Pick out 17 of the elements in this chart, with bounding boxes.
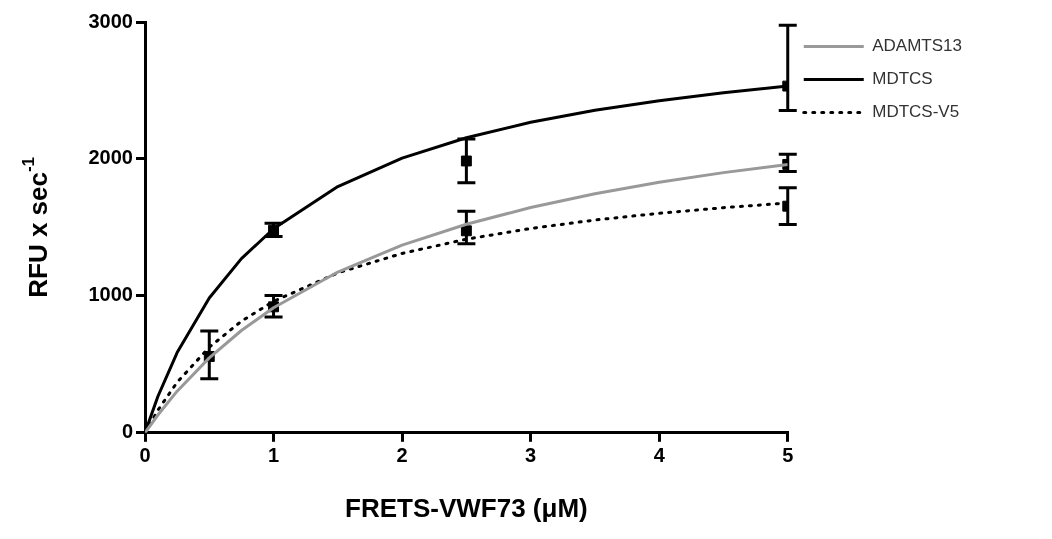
x-axis-title: FRETS-VWF73 (μM) (345, 492, 588, 523)
x-tick-label: 3 (525, 444, 537, 467)
x-tick-label: 0 (139, 444, 151, 467)
x-tick-label: 1 (267, 444, 280, 467)
x-tick-label: 2 (396, 444, 408, 467)
y-tick-label: 1000 (88, 283, 133, 306)
y-tick-label: 0 (121, 420, 133, 443)
x-tick-label: 4 (653, 444, 666, 467)
legend-label: MDTCS-V5 (872, 102, 960, 122)
y-axis-title: RFU x sec-1 (19, 157, 54, 298)
point (460, 155, 472, 167)
point (460, 225, 472, 237)
y-tick-label: 3000 (88, 9, 133, 32)
x-tick-label: 5 (782, 444, 794, 467)
y-tick-label: 2000 (88, 146, 133, 169)
legend-label: MDTCS (872, 69, 933, 89)
legend-label: ADAMTS13 (872, 36, 962, 56)
